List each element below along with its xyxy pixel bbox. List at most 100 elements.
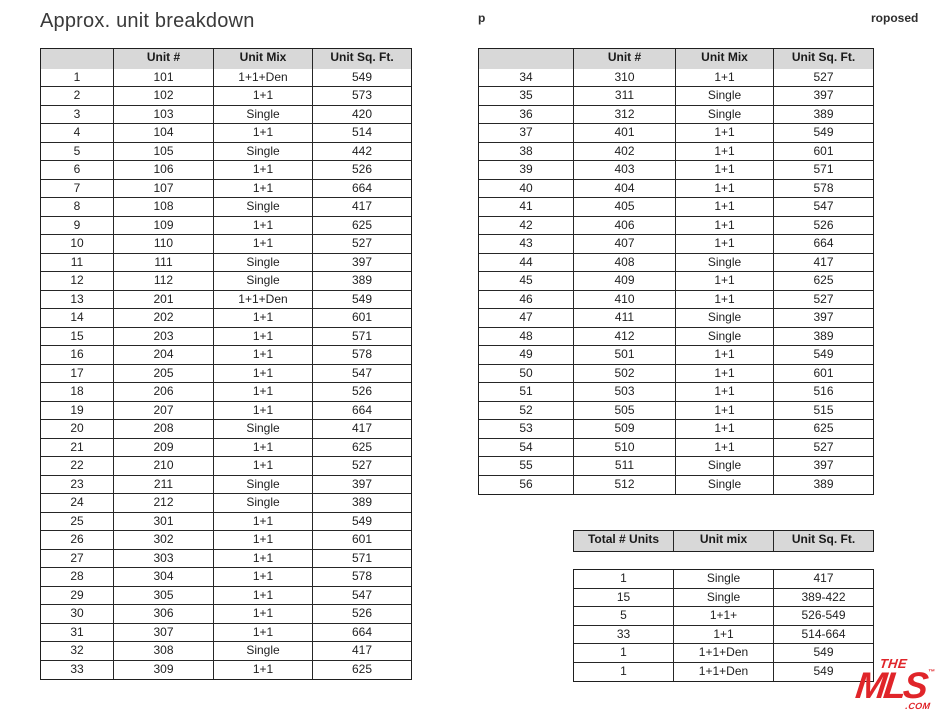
table-cell: 14 [41, 309, 114, 328]
table-cell: 10 [41, 235, 114, 254]
table-cell: 516 [774, 383, 873, 402]
table-cell: 107 [114, 179, 214, 198]
table-cell: 404 [574, 179, 676, 198]
watermark-fragment-roposed: roposed [871, 11, 919, 25]
table-cell: 312 [574, 105, 676, 124]
table-cell: 8 [41, 198, 114, 217]
table-cell: 15 [41, 327, 114, 346]
table-cell: 206 [114, 383, 214, 402]
table-cell: 1 [574, 662, 674, 681]
table-header-cell: Unit Sq. Ft. [774, 49, 873, 69]
table-cell: 3 [41, 105, 114, 124]
table-cell: 578 [313, 346, 411, 365]
table-row: 1 1+1+Den 549 [574, 662, 873, 681]
table-cell: 16 [41, 346, 114, 365]
table-header-cell: Unit Mix [214, 49, 313, 69]
table-cell: 1+1 [214, 457, 313, 476]
table-cell: 105 [114, 142, 214, 161]
table-cell: 571 [774, 161, 873, 180]
table-cell: 501 [574, 346, 676, 365]
table-cell: 409 [574, 272, 676, 291]
table-cell: 5 [41, 142, 114, 161]
table-cell: 412 [574, 327, 676, 346]
table-cell: 103 [114, 105, 214, 124]
table-cell: 9 [41, 216, 114, 235]
table-row: 53 509 1+1 625 [479, 420, 873, 439]
table-cell: 1+1 [214, 383, 313, 402]
table-cell: 573 [313, 87, 411, 106]
table-row: 31 307 1+1 664 [41, 623, 411, 642]
table-cell: 1+1+Den [214, 68, 313, 87]
table-cell: 48 [479, 327, 574, 346]
table-cell: 38 [479, 142, 574, 161]
summary-table-header: Total # Units Unit mix Unit Sq. Ft. [573, 530, 874, 552]
table-cell: 28 [41, 568, 114, 587]
table-cell: 23 [41, 475, 114, 494]
table-cell: 1+1 [214, 531, 313, 550]
table-cell: 47 [479, 309, 574, 328]
table-row: 43 407 1+1 664 [479, 235, 873, 254]
table-header-cell [479, 49, 574, 69]
table-cell: 549 [313, 291, 411, 309]
table-cell: 625 [774, 272, 873, 291]
table-cell: 407 [574, 235, 676, 254]
table-header-cell: Unit Mix [676, 49, 774, 69]
table-row: 2 102 1+1 573 [41, 87, 411, 106]
table-header-cell: Unit # [574, 49, 676, 69]
table-row: 23 211 Single 397 [41, 475, 411, 494]
table-row: 47 411 Single 397 [479, 309, 873, 328]
table-row: 15 Single 389-422 [574, 588, 873, 607]
table-cell: 35 [479, 87, 574, 106]
watermark-fragment-p: p [478, 11, 486, 25]
table-row: 29 305 1+1 547 [41, 586, 411, 605]
table-cell: 625 [313, 217, 411, 235]
table-header-cell: Unit mix [674, 531, 774, 551]
table-cell: 18 [41, 383, 114, 402]
unit-table-right-body: 34 310 1+1 527 35 311 Single 397 36 312 Single 389 3… [479, 68, 873, 494]
table-cell: 549 [313, 69, 411, 87]
table-cell: 402 [574, 142, 676, 161]
table-cell: 305 [114, 586, 214, 605]
table-cell: 547 [313, 365, 411, 383]
table-cell: 547 [313, 587, 411, 605]
table-cell: 32 [41, 642, 114, 661]
table-cell: 526 [313, 161, 411, 180]
table-cell: Single [676, 87, 774, 106]
table-cell: 22 [41, 457, 114, 476]
table-cell: 5 [574, 607, 674, 626]
table-cell: 1+1 [214, 660, 313, 679]
table-cell: Single [214, 494, 313, 513]
table-cell: 36 [479, 105, 574, 124]
table-row: 36 312 Single 389 [479, 105, 873, 124]
table-cell: 27 [41, 549, 114, 568]
table-cell: 207 [114, 401, 214, 420]
table-cell: 52 [479, 401, 574, 420]
table-cell: 104 [114, 124, 214, 143]
table-cell: 25 [41, 512, 114, 531]
table-cell: 37 [479, 124, 574, 143]
table-row: 48 412 Single 389 [479, 327, 873, 346]
table-cell: 1+1 [676, 420, 774, 439]
table-cell: 302 [114, 531, 214, 550]
table-row: 39 403 1+1 571 [479, 161, 873, 180]
table-cell: 20 [41, 420, 114, 439]
table-row: 3 103 Single 420 [41, 105, 411, 124]
table-header-cell: Unit # [114, 49, 214, 69]
table-cell: 208 [114, 420, 214, 439]
table-row: 51 503 1+1 516 [479, 383, 873, 402]
table-cell: 19 [41, 401, 114, 420]
table-cell: Single [676, 475, 774, 494]
table-cell: Single [214, 642, 313, 661]
table-cell: 203 [114, 327, 214, 346]
table-cell: 24 [41, 494, 114, 513]
table-cell: 30 [41, 605, 114, 624]
table-cell: Single [214, 272, 313, 291]
table-cell: 389 [313, 272, 411, 291]
table-cell: 512 [574, 475, 676, 494]
table-cell: 1+1 [214, 179, 313, 198]
table-cell: 50 [479, 364, 574, 383]
table-cell: 29 [41, 586, 114, 605]
table-cell: 1+1 [214, 623, 313, 642]
table-cell: 1+1 [676, 142, 774, 161]
table-cell: 51 [479, 383, 574, 402]
